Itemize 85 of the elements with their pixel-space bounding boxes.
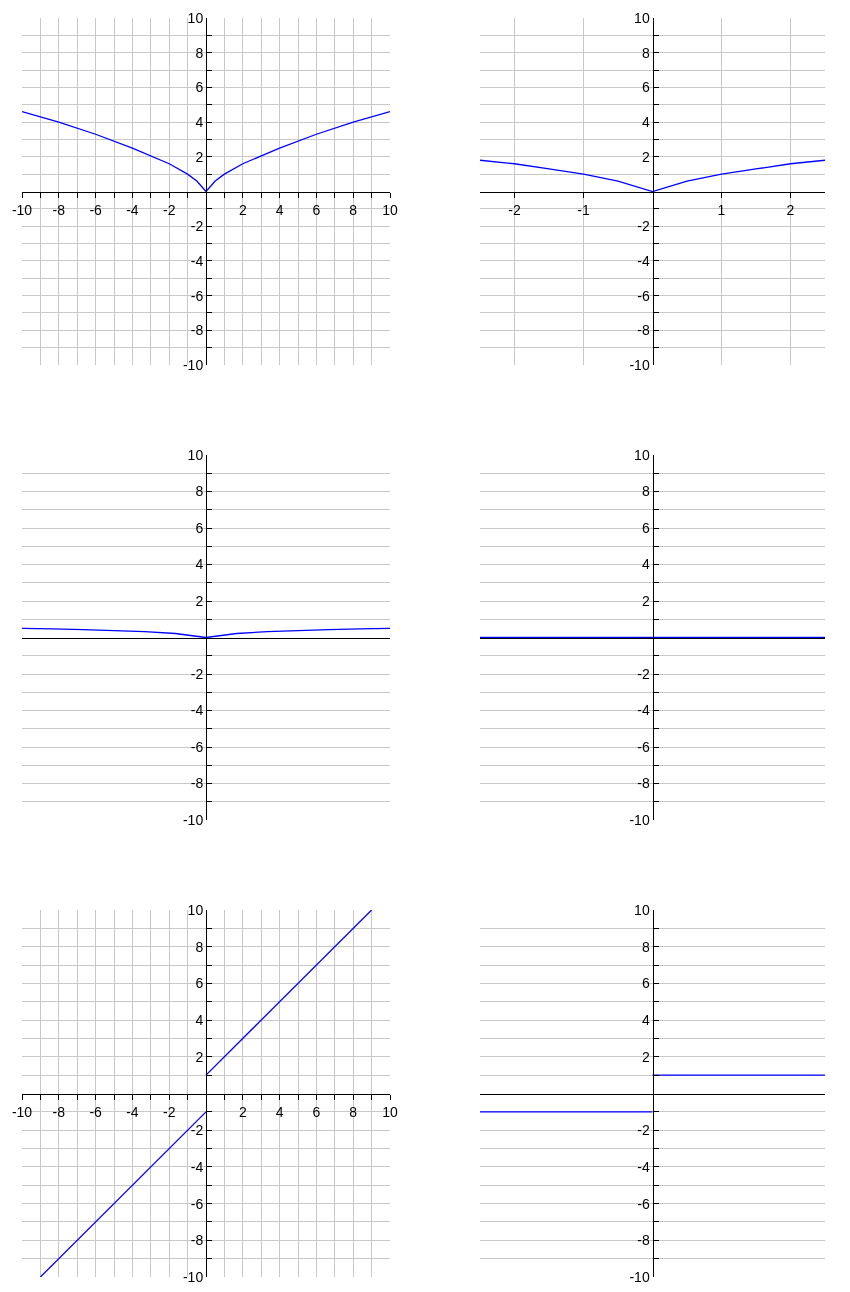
y-tick-label: -4 — [637, 702, 650, 719]
y-tick-label: -6 — [190, 1195, 204, 1212]
y-tick-label: -6 — [637, 738, 650, 755]
y-tick-label: 10 — [634, 9, 650, 26]
x-tick-label: 10 — [382, 1103, 398, 1120]
y-tick-label: 10 — [187, 901, 204, 918]
y-tick-label: -2 — [190, 218, 204, 235]
y-tick-label: -6 — [637, 287, 650, 304]
x-tick-label: -4 — [126, 1103, 139, 1120]
y-tick-label: 10 — [187, 9, 204, 26]
y-tick-label: -8 — [190, 775, 204, 792]
y-tick-label: -10 — [629, 811, 650, 828]
y-tick-label: 10 — [187, 446, 204, 463]
y-tick-label: 8 — [195, 44, 204, 61]
y-tick-label: 6 — [641, 519, 650, 536]
y-tick-label: -6 — [190, 738, 204, 755]
y-tick-label: -4 — [190, 1158, 204, 1175]
y-tick-label: 2 — [641, 1048, 650, 1065]
x-tick-label: -1 — [577, 201, 590, 218]
y-tick-label: 6 — [195, 975, 204, 992]
y-tick-label: -6 — [190, 287, 204, 304]
x-tick-label: 8 — [349, 201, 358, 218]
x-tick-label: 1 — [717, 201, 726, 218]
y-tick-label: 8 — [641, 44, 650, 61]
x-tick-label: 2 — [238, 201, 247, 218]
y-tick-label: 4 — [195, 114, 204, 130]
y-tick-label: 2 — [641, 592, 650, 609]
x-tick-label: -10 — [11, 201, 33, 218]
y-tick-label: -10 — [182, 1268, 204, 1285]
x-tick-label: -6 — [89, 201, 103, 218]
y-tick-label: -10 — [629, 1268, 650, 1285]
x-tick-label: -2 — [508, 201, 521, 218]
x-tick-label: -8 — [52, 201, 66, 218]
y-tick-label: 2 — [195, 592, 204, 609]
x-tick-label: -6 — [89, 1103, 103, 1120]
y-tick-label: 8 — [641, 938, 650, 955]
y-tick-label: 4 — [195, 1012, 204, 1028]
x-tick-label: 6 — [312, 201, 321, 218]
y-tick-label: -8 — [637, 775, 650, 792]
y-tick-label: -4 — [190, 702, 204, 719]
x-tick-label: 8 — [349, 1103, 358, 1120]
x-tick-label: -8 — [52, 1103, 66, 1120]
y-tick-label: -10 — [182, 356, 204, 373]
y-tick-label: -10 — [629, 356, 650, 373]
y-tick-label: 6 — [641, 975, 650, 992]
x-tick-label: -10 — [11, 1103, 33, 1120]
y-tick-label: -2 — [637, 665, 650, 682]
y-tick-label: -8 — [637, 322, 650, 339]
x-tick-label: 10 — [382, 201, 398, 218]
y-tick-label: 6 — [641, 79, 650, 96]
x-tick-label: -2 — [162, 201, 176, 218]
y-tick-label: 4 — [641, 556, 650, 573]
y-tick-label: 10 — [634, 901, 650, 918]
x-tick-label: 6 — [312, 1103, 321, 1120]
y-tick-label: 4 — [641, 114, 650, 130]
y-tick-label: 2 — [195, 1048, 204, 1065]
y-tick-label: -6 — [637, 1195, 650, 1212]
y-tick-label: 8 — [195, 483, 204, 500]
x-tick-label: 2 — [238, 1103, 247, 1120]
y-tick-label: -8 — [637, 1232, 650, 1249]
y-tick-label: 6 — [195, 79, 204, 96]
y-tick-label: -2 — [190, 1122, 204, 1139]
x-tick-label: -4 — [126, 201, 139, 218]
y-tick-label: 2 — [195, 148, 204, 165]
y-tick-label: -2 — [190, 665, 204, 682]
y-tick-label: -2 — [637, 218, 650, 235]
x-tick-label: -2 — [162, 1103, 176, 1120]
y-tick-label: -10 — [182, 811, 204, 828]
y-tick-label: -4 — [637, 1158, 650, 1175]
y-tick-label: -8 — [190, 322, 204, 339]
y-tick-label: -4 — [190, 252, 204, 269]
y-tick-label: 8 — [641, 483, 650, 500]
y-tick-label: -2 — [637, 1122, 650, 1139]
y-tick-label: 8 — [195, 938, 204, 955]
y-tick-label: 6 — [195, 519, 204, 536]
y-tick-label: -8 — [190, 1232, 204, 1249]
y-tick-label: 4 — [195, 556, 204, 573]
x-tick-label: 4 — [275, 1103, 284, 1120]
y-tick-label: -4 — [637, 252, 650, 269]
x-tick-label: 2 — [786, 201, 795, 218]
y-tick-label: 10 — [634, 446, 650, 463]
line-series — [22, 627, 390, 639]
x-tick-label: 4 — [275, 201, 284, 218]
y-tick-label: 4 — [641, 1012, 650, 1028]
y-tick-label: 2 — [641, 148, 650, 165]
